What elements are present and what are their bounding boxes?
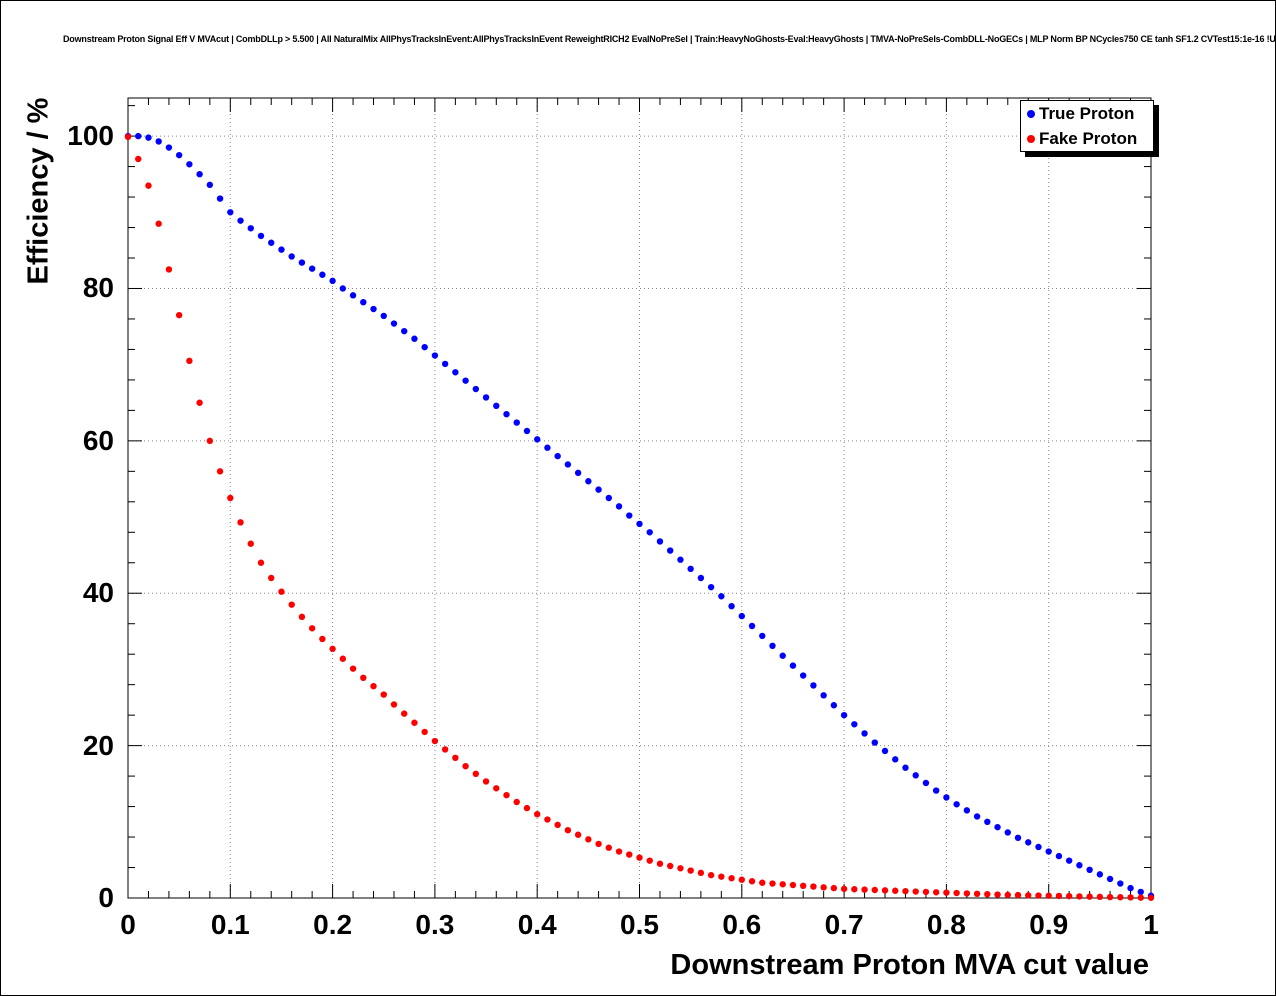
y-axis-title: Efficiency / % [22,97,55,285]
x-tick-label: 0.7 [824,909,864,940]
x-tick-label: 0.1 [210,909,250,940]
legend-label: Fake Proton [1039,128,1138,148]
gridlines [128,98,1151,898]
dot-icon [1027,109,1035,118]
legend-label: True Proton [1039,103,1135,123]
axis-ticks [127,98,1152,899]
x-tick-label: 0.5 [620,909,659,940]
x-tick-label: 0.2 [313,909,353,940]
y-tick-label: 60 [82,424,114,456]
y-tick-label: 80 [82,272,114,304]
x-axis-title: Downstream Proton MVA cut value [670,949,1149,981]
y-tick-label: 0 [98,882,114,913]
x-tick-label: 1 [1143,909,1159,940]
series-true-proton [124,132,1155,899]
legend-item-true-proton: True Proton [1021,101,1153,126]
y-tick-label: 40 [82,577,114,609]
legend-item-fake-proton: Fake Proton [1021,126,1153,151]
plot-title: Downstream Proton Signal Eff V MVAcut | … [63,34,1276,44]
x-tick-label: 0.6 [722,909,762,940]
x-tick-label: 0 [120,909,136,940]
dot-icon [1027,134,1035,143]
x-tick-label: 0.3 [415,909,455,940]
x-tick-label: 0.8 [926,909,966,940]
legend: True Proton Fake Proton [1020,100,1154,152]
x-tick-label: 0.4 [517,909,557,940]
y-tick-label: 20 [82,729,114,761]
y-tick-label: 100 [67,120,114,152]
series-fake-proton [124,133,1155,901]
x-tick-label: 0.9 [1029,909,1069,940]
